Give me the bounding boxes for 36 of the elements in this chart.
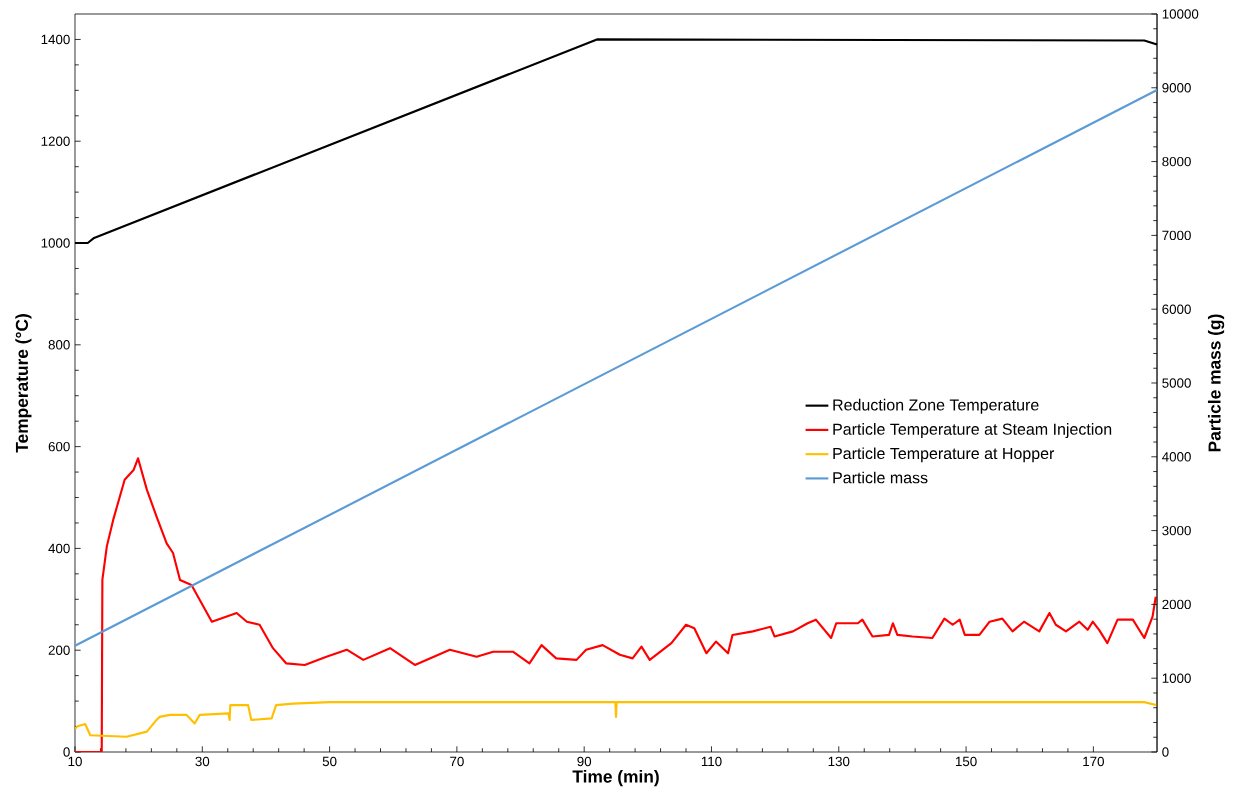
y2-tick-label: 3000 xyxy=(1162,525,1191,536)
y2-tick-label: 4000 xyxy=(1162,452,1191,462)
legend-label: Particle mass xyxy=(833,471,928,484)
y2-tick-label: 7000 xyxy=(1162,230,1191,241)
x-tick-label: 30 xyxy=(195,756,210,767)
y-tick-label: 800 xyxy=(48,340,70,350)
x-tick-label: 90 xyxy=(577,756,592,767)
y2-axis-title: Particle mass (g) xyxy=(1207,314,1225,452)
y2-tick-label: 10000 xyxy=(1162,9,1199,19)
y2-tick-label: 8000 xyxy=(1162,156,1191,167)
x-tick-label: 170 xyxy=(1083,756,1104,767)
y2-tick-label: 9000 xyxy=(1162,83,1191,93)
y2-tick-label: 5000 xyxy=(1162,378,1191,388)
y-tick-label: 200 xyxy=(48,645,70,655)
y2-tick-label: 0 xyxy=(1162,747,1169,757)
y2-tick-label: 2000 xyxy=(1162,599,1191,610)
y-tick-label: 0 xyxy=(63,747,70,757)
legend-label: Reduction Zone Temperature xyxy=(833,398,1039,414)
y-tick-label: 1000 xyxy=(41,238,70,248)
y-tick-label: 600 xyxy=(48,441,70,452)
legend-label: Particle Temperature at Hopper xyxy=(833,447,1055,463)
x-tick-label: 70 xyxy=(450,756,464,767)
x-tick-label: 150 xyxy=(955,756,977,767)
x-tick-label: 130 xyxy=(828,756,850,767)
y-tick-label: 400 xyxy=(48,543,70,554)
x-axis-title: Time (min) xyxy=(572,769,659,787)
y-tick-label: 1200 xyxy=(41,136,70,146)
y2-tick-label: 6000 xyxy=(1162,304,1191,314)
x-tick-label: 110 xyxy=(701,756,722,767)
x-tick-label: 10 xyxy=(68,756,82,767)
line-series xyxy=(75,701,1158,738)
y-tick-label: 1400 xyxy=(41,34,70,45)
x-tick-label: 50 xyxy=(322,756,337,767)
y2-tick-label: 1000 xyxy=(1162,673,1191,683)
y-axis-title: Temperature (°C) xyxy=(15,314,32,453)
legend-label: Particle Temperature at Steam Injection xyxy=(833,423,1112,439)
